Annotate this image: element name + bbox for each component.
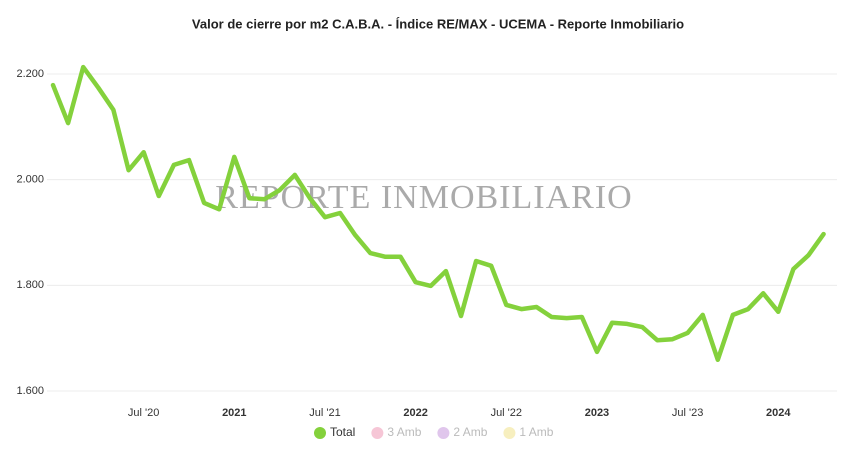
x-tick-label: Jul '22 bbox=[491, 407, 522, 419]
y-tick-label: 2.200 bbox=[16, 68, 44, 80]
y-tick-label: 1.600 bbox=[16, 385, 44, 397]
x-tick-label: 2022 bbox=[403, 407, 427, 419]
line-series bbox=[50, 64, 826, 363]
watermark: REPORTE INMOBILIARIO bbox=[215, 179, 632, 216]
legend-marker bbox=[503, 427, 516, 439]
legend-label: Total bbox=[330, 425, 355, 439]
y-tick-label: 2.000 bbox=[16, 174, 44, 186]
x-tick-label: 2021 bbox=[222, 407, 246, 419]
x-tick-label: Jul '21 bbox=[309, 407, 340, 419]
legend-label: 1 Amb bbox=[519, 425, 553, 439]
chart-title: Valor de cierre por m2 C.A.B.A. - Índice… bbox=[192, 16, 684, 31]
x-tick-label: 2024 bbox=[766, 407, 791, 419]
y-tick-label: 1.800 bbox=[16, 279, 44, 291]
x-tick-label: Jul '23 bbox=[672, 407, 703, 419]
x-tick-label: Jul '20 bbox=[128, 407, 159, 419]
legend-marker bbox=[314, 427, 326, 439]
x-tick-label: 2023 bbox=[585, 407, 609, 419]
legend-label: 2 Amb bbox=[453, 425, 487, 439]
legend-marker bbox=[437, 427, 450, 439]
legend-marker bbox=[371, 427, 384, 439]
legend-label: 3 Amb bbox=[387, 425, 421, 439]
